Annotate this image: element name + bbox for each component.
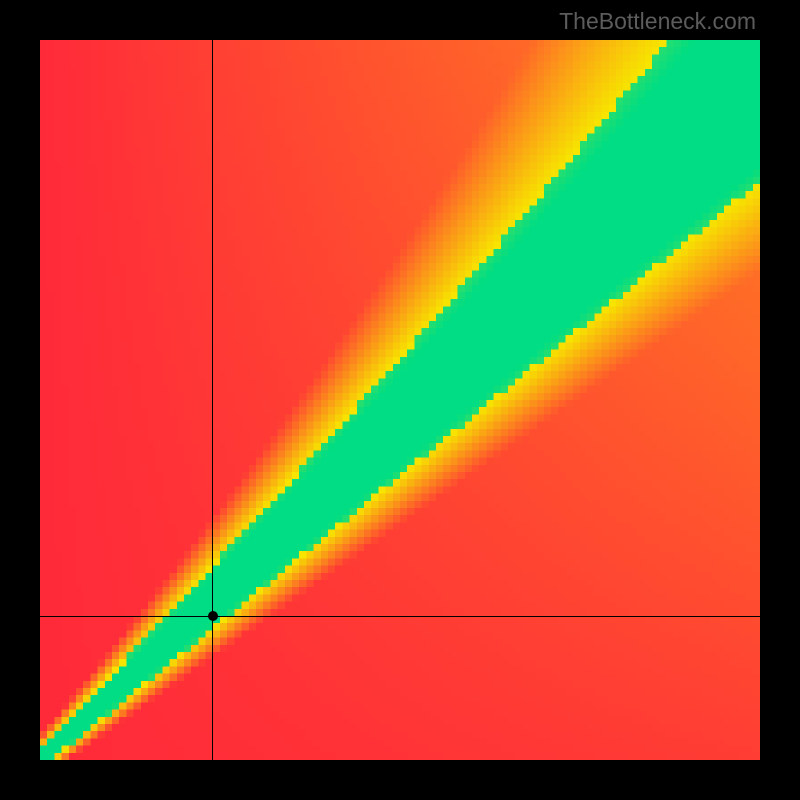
watermark-text: TheBottleneck.com	[559, 8, 756, 35]
selection-marker	[208, 611, 218, 621]
crosshair-horizontal	[40, 616, 760, 617]
crosshair-vertical	[212, 40, 213, 760]
heatmap-canvas	[40, 40, 760, 760]
